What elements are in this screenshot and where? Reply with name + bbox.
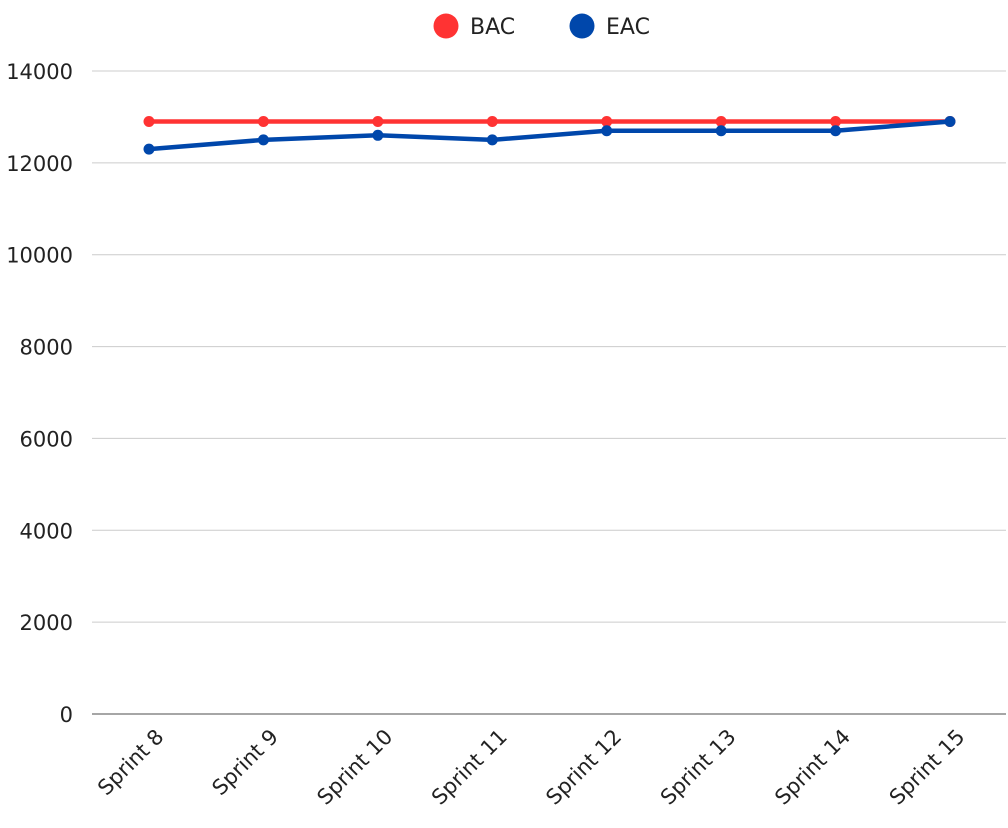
data-point [830,116,842,128]
x-tick-label: Sprint 8 [93,725,168,800]
y-tick-label: 4000 [20,519,73,543]
legend: BAC EAC [433,13,650,40]
y-tick-label: 10000 [6,244,73,268]
data-point [601,125,613,137]
x-tick-label: Sprint 13 [656,725,741,810]
legend-label: BAC [470,15,515,40]
y-tick-label: 2000 [20,611,73,635]
data-point [372,116,384,128]
data-point [143,116,155,128]
y-tick-label: 14000 [6,60,73,84]
data-point [486,134,498,146]
data-point [944,116,956,128]
data-point [601,116,613,128]
legend-item-eac: EAC [569,13,650,40]
x-tick-label: Sprint 12 [541,725,626,810]
data-point [715,116,727,128]
legend-marker [569,13,595,39]
legend-item-bac: BAC [433,13,515,40]
x-tick-label: Sprint 10 [312,725,397,810]
series-eac [143,116,956,155]
x-tick-label: Sprint 11 [427,725,512,810]
x-tick-label: Sprint 9 [208,725,283,800]
series-bac [143,116,956,128]
data-point [257,134,269,146]
y-tick-label: 8000 [20,336,73,360]
series-line [146,119,953,152]
data-point [257,116,269,128]
data-point [715,125,727,137]
y-tick-label: 6000 [20,427,73,451]
y-tick-label: 12000 [6,152,73,176]
gridlines [92,70,1006,715]
data-point [143,143,155,155]
data-point [486,116,498,128]
data-point [830,125,842,137]
data-point [372,129,384,141]
y-tick-label: 0 [60,703,73,727]
x-tick-label: Sprint 15 [885,725,970,810]
x-tick-label: Sprint 14 [770,725,855,810]
legend-label: EAC [606,15,650,40]
legend-marker [433,13,459,39]
x-axis-ticks: Sprint 8 Sprint 9 Sprint 10 Sprint 11 Sprint… [93,725,969,810]
y-axis-ticks: 0 2000 4000 6000 8000 10000 12000 14000 [6,60,73,727]
series-layer [143,116,956,155]
